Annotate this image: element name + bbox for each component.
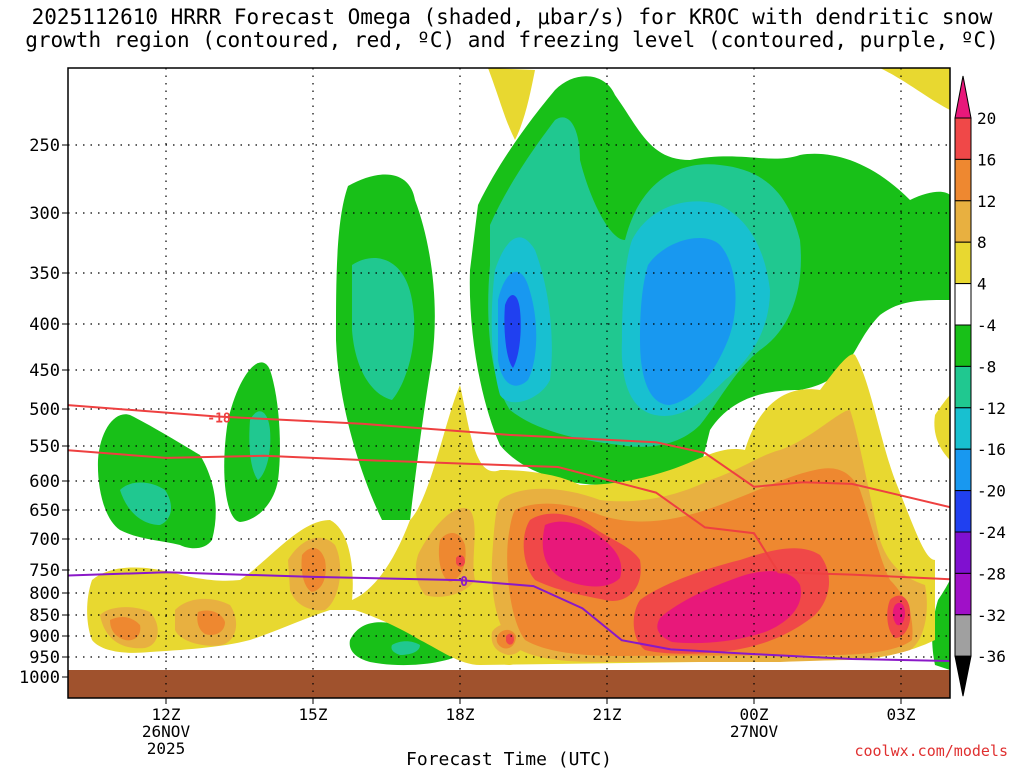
colorbar-bin-top-arrow	[954, 75, 972, 119]
colorbar-label-3: 8	[977, 233, 987, 252]
colorbar-label-5: -4	[977, 316, 996, 335]
xtick-label-18Z: 18Z	[446, 705, 475, 724]
ytick-label-550: 550	[29, 437, 60, 457]
omega-shade-p4-right	[934, 395, 950, 460]
ytick-label-650: 650	[29, 501, 60, 521]
xtick-date-00Z: 27NOV	[730, 722, 779, 741]
colorbar-bin-12	[954, 572, 972, 616]
ground-fill	[68, 670, 950, 698]
omega-shade-m16	[498, 237, 736, 405]
chart-title: 2025112610 HRRR Forecast Omega (shaded, …	[0, 6, 1024, 52]
omega-shade-m4-d	[97, 414, 216, 549]
ytick-label-1000: 1000	[19, 668, 60, 688]
title-line-1: 2025112610 HRRR Forecast Omega (shaded, …	[31, 5, 993, 29]
colorbar-bin-5	[954, 283, 972, 326]
colorbar-bin-3	[954, 200, 972, 243]
ytick-label-700: 700	[29, 530, 60, 550]
colorbar-label-13: -36	[977, 647, 1006, 666]
colorbar-bin-2	[954, 158, 972, 202]
plot-frame	[67, 67, 951, 699]
colorbar-bin-6	[954, 324, 972, 367]
colorbar-bin-8	[954, 407, 972, 450]
colorbar-bin-1	[954, 117, 972, 160]
contour-label-2: 0	[460, 575, 468, 590]
xtick-date-12Z: 26NOV	[142, 722, 191, 741]
colorbar-label-11: -28	[977, 564, 1006, 583]
xtick-label-21Z: 21Z	[593, 705, 622, 724]
colorbar-bin-11	[954, 531, 972, 574]
title-line-2: growth region (contoured, red, ºC) and f…	[25, 28, 999, 52]
omega-shade-m8-e	[391, 641, 420, 655]
contour-dgz-18c-upper	[68, 404, 950, 509]
ytick-label-300: 300	[29, 204, 60, 224]
ytick-label-450: 450	[29, 361, 60, 381]
omega-shade-p20	[542, 521, 905, 644]
colorbar-bin-13	[954, 614, 972, 657]
colorbar-label-1: 16	[977, 150, 996, 169]
colorbar-bin-10	[954, 490, 972, 533]
colorbar-label-8: -16	[977, 440, 1006, 459]
xtick-year-12Z: 2025	[147, 739, 186, 758]
contours: -18 0	[68, 404, 950, 662]
ytick-label-600: 600	[29, 472, 60, 492]
omega-shade-m8-a	[352, 258, 415, 400]
xtick-label-12Z: 12Z	[152, 705, 181, 724]
xtick-label-15Z: 15Z	[299, 705, 328, 724]
colorbar-bin-4	[954, 241, 972, 285]
omega-shading	[68, 68, 950, 698]
colorbar-bin-7	[954, 365, 972, 409]
ytick-label-850: 850	[29, 606, 60, 626]
colorbar-label-4: 4	[977, 275, 987, 294]
contour-freezing-level	[68, 571, 950, 662]
colorbar: 20 16 12 8 4 -4 -8 -12 -16 -20 -24 -28 -32 -36	[954, 75, 1006, 697]
ytick-label-950: 950	[29, 648, 60, 668]
ytick-label-400: 400	[29, 315, 60, 335]
ytick-label-800: 800	[29, 584, 60, 604]
omega-shade-p4-top-left	[488, 68, 535, 140]
ytick-label-250: 250	[29, 136, 60, 156]
colorbar-label-12: -32	[977, 606, 1006, 625]
colorbar-bin-9	[954, 448, 972, 492]
ytick-label-750: 750	[29, 561, 60, 581]
xtick-label-00Z: 00Z	[740, 705, 769, 724]
colorbar-label-2: 12	[977, 192, 996, 211]
ytick-label-900: 900	[29, 627, 60, 647]
omega-shade-m4-f	[932, 580, 950, 670]
ytick-label-500: 500	[29, 400, 60, 420]
colorbar-label-7: -12	[977, 399, 1006, 418]
omega-shade-m8-d	[120, 482, 172, 525]
xtick-label-03Z: 03Z	[887, 705, 916, 724]
colorbar-label-10: -24	[977, 523, 1006, 542]
contour-label-0: -18	[207, 411, 231, 426]
credit-text: coolwx.com/models	[854, 742, 1008, 760]
colorbar-bin-bottom-arrow	[954, 655, 972, 697]
colorbar-label-0: 20	[977, 109, 996, 128]
contour-dgz-lower	[68, 449, 950, 581]
omega-shade-m20	[504, 294, 521, 368]
omega-shade-m8-c	[249, 411, 271, 480]
colorbar-label-6: -8	[977, 357, 996, 376]
ytick-label-350: 350	[29, 264, 60, 284]
x-axis-label: Forecast Time (UTC)	[406, 749, 612, 768]
omega-shade-p4-top-right	[880, 68, 950, 110]
colorbar-label-9: -20	[977, 482, 1006, 501]
y-tick-labels: 2503003504004505005506006507007508008509…	[19, 136, 60, 688]
